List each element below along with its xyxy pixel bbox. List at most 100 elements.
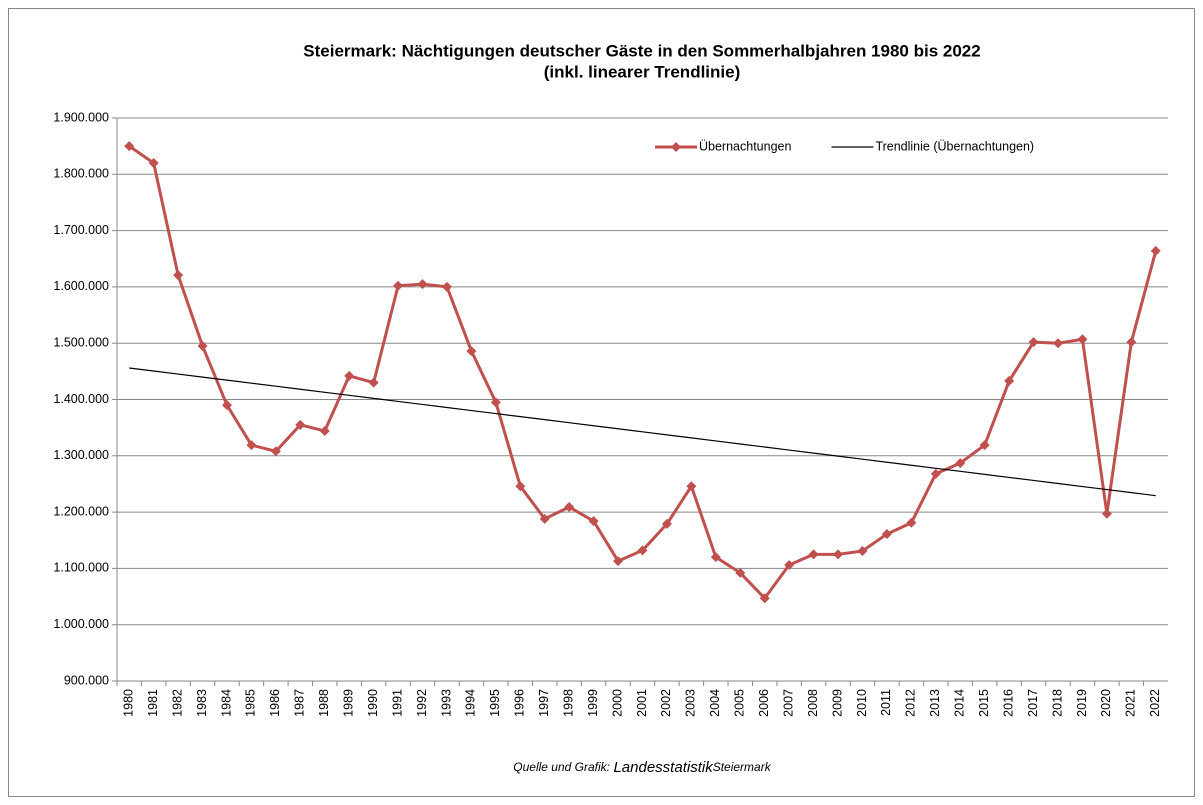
x-tick-label: 2021 xyxy=(1124,689,1138,717)
point xyxy=(515,481,526,492)
x-tick-label: 2022 xyxy=(1148,689,1162,717)
x-tick-label: 2003 xyxy=(684,689,698,717)
point xyxy=(441,281,452,292)
x-tick-label: 2001 xyxy=(635,689,649,717)
y-tick-label: 1.200.000 xyxy=(53,504,109,518)
y-tick-label: 1.500.000 xyxy=(53,335,109,349)
point xyxy=(759,593,770,604)
source: Quelle und Grafik: LandesstatistikSteier… xyxy=(513,759,771,776)
x-tick-label: 2004 xyxy=(708,689,722,717)
point xyxy=(148,158,159,169)
x-tick-label: 2017 xyxy=(1026,689,1040,717)
point xyxy=(1150,245,1161,256)
point xyxy=(1004,375,1015,386)
point xyxy=(124,141,135,152)
point xyxy=(1053,338,1064,349)
point xyxy=(979,440,990,451)
x-tick-label: 2016 xyxy=(1001,689,1015,717)
point xyxy=(710,552,721,563)
point xyxy=(784,560,795,571)
x-tick-label: 1983 xyxy=(195,689,209,717)
chart-subtitle: (inkl. linearer Trendlinie) xyxy=(544,62,741,81)
point xyxy=(246,440,257,451)
chart-border xyxy=(8,8,1195,797)
point xyxy=(1028,337,1039,348)
x-tick-label: 2000 xyxy=(610,689,624,717)
point xyxy=(1077,334,1088,345)
x-tick-label: 1992 xyxy=(415,689,429,717)
x-tick-label: 2014 xyxy=(953,689,967,717)
x-tick-label: 1998 xyxy=(561,689,575,717)
point xyxy=(588,516,599,527)
point xyxy=(808,549,819,560)
point xyxy=(344,370,355,381)
y-tick-label: 1.000.000 xyxy=(53,617,109,631)
x-tick-label: 1990 xyxy=(366,689,380,717)
x-tick-label: 1991 xyxy=(390,689,404,717)
x-tick-label: 1999 xyxy=(586,689,600,717)
x-tick-label: 1997 xyxy=(537,689,551,717)
x-tick-label: 2013 xyxy=(928,689,942,717)
point xyxy=(833,549,844,560)
point xyxy=(490,397,501,408)
point xyxy=(295,419,306,430)
x-tick-label: 2002 xyxy=(659,689,673,717)
x-tick-label: 2006 xyxy=(757,689,771,717)
x-tick-label: 1987 xyxy=(293,689,307,717)
point xyxy=(661,518,672,529)
source-label: Quelle und Grafik: xyxy=(513,760,610,774)
y-tick-label: 1.700.000 xyxy=(53,223,109,237)
x-tick-label: 1981 xyxy=(146,689,160,717)
x-tick-label: 1994 xyxy=(464,689,478,717)
y-tick-label: 1.100.000 xyxy=(53,561,109,575)
point xyxy=(906,517,917,528)
point xyxy=(881,529,892,540)
x-tick-label: 2011 xyxy=(879,689,893,716)
point xyxy=(319,426,330,437)
x-tick-label: 1986 xyxy=(268,689,282,717)
chart-title: Steiermark: Nächtigungen deutscher Gäste… xyxy=(303,41,980,60)
point xyxy=(613,556,624,567)
point xyxy=(270,446,281,457)
point xyxy=(857,545,868,556)
x-tick-label: 1985 xyxy=(244,689,258,717)
x-tick-label: 1988 xyxy=(317,689,331,717)
point xyxy=(564,502,575,513)
x-tick-label: 1993 xyxy=(439,689,453,717)
point xyxy=(221,400,232,411)
x-tick-label: 2012 xyxy=(904,689,918,717)
source-region: Steiermark xyxy=(713,760,772,774)
point xyxy=(1126,337,1137,348)
x-tick-label: 2005 xyxy=(733,689,747,717)
point xyxy=(930,468,941,479)
x-tick-label: 2008 xyxy=(806,689,820,717)
x-tick-label: 1980 xyxy=(122,689,136,717)
point xyxy=(955,458,966,469)
x-tick-label: 2018 xyxy=(1050,689,1064,717)
legend-label: Trendlinie (Übernachtungen) xyxy=(875,139,1034,153)
x-tick-label: 2007 xyxy=(781,689,795,717)
y-tick-label: 1.800.000 xyxy=(53,167,109,181)
x-tick-label: 2015 xyxy=(977,689,991,717)
x-tick-label: 1984 xyxy=(219,689,233,717)
x-tick-label: 2019 xyxy=(1075,689,1089,717)
y-tick-label: 1.900.000 xyxy=(53,110,109,124)
point xyxy=(735,567,746,578)
legend-label: Übernachtungen xyxy=(699,139,791,153)
y-tick-label: 1.300.000 xyxy=(53,448,109,462)
point xyxy=(637,545,648,556)
point xyxy=(686,481,697,492)
y-tick-label: 900.000 xyxy=(64,673,109,687)
x-tick-label: 2010 xyxy=(855,689,869,717)
point xyxy=(466,346,477,357)
x-tick-label: 2020 xyxy=(1099,689,1113,717)
y-tick-label: 1.600.000 xyxy=(53,279,109,293)
point xyxy=(1101,508,1112,519)
x-tick-label: 2009 xyxy=(830,689,844,717)
source-org: Landesstatistik xyxy=(613,759,714,776)
point xyxy=(539,513,550,524)
x-tick-label: 1982 xyxy=(170,689,184,717)
trend-line xyxy=(129,367,1156,497)
point xyxy=(417,279,428,290)
